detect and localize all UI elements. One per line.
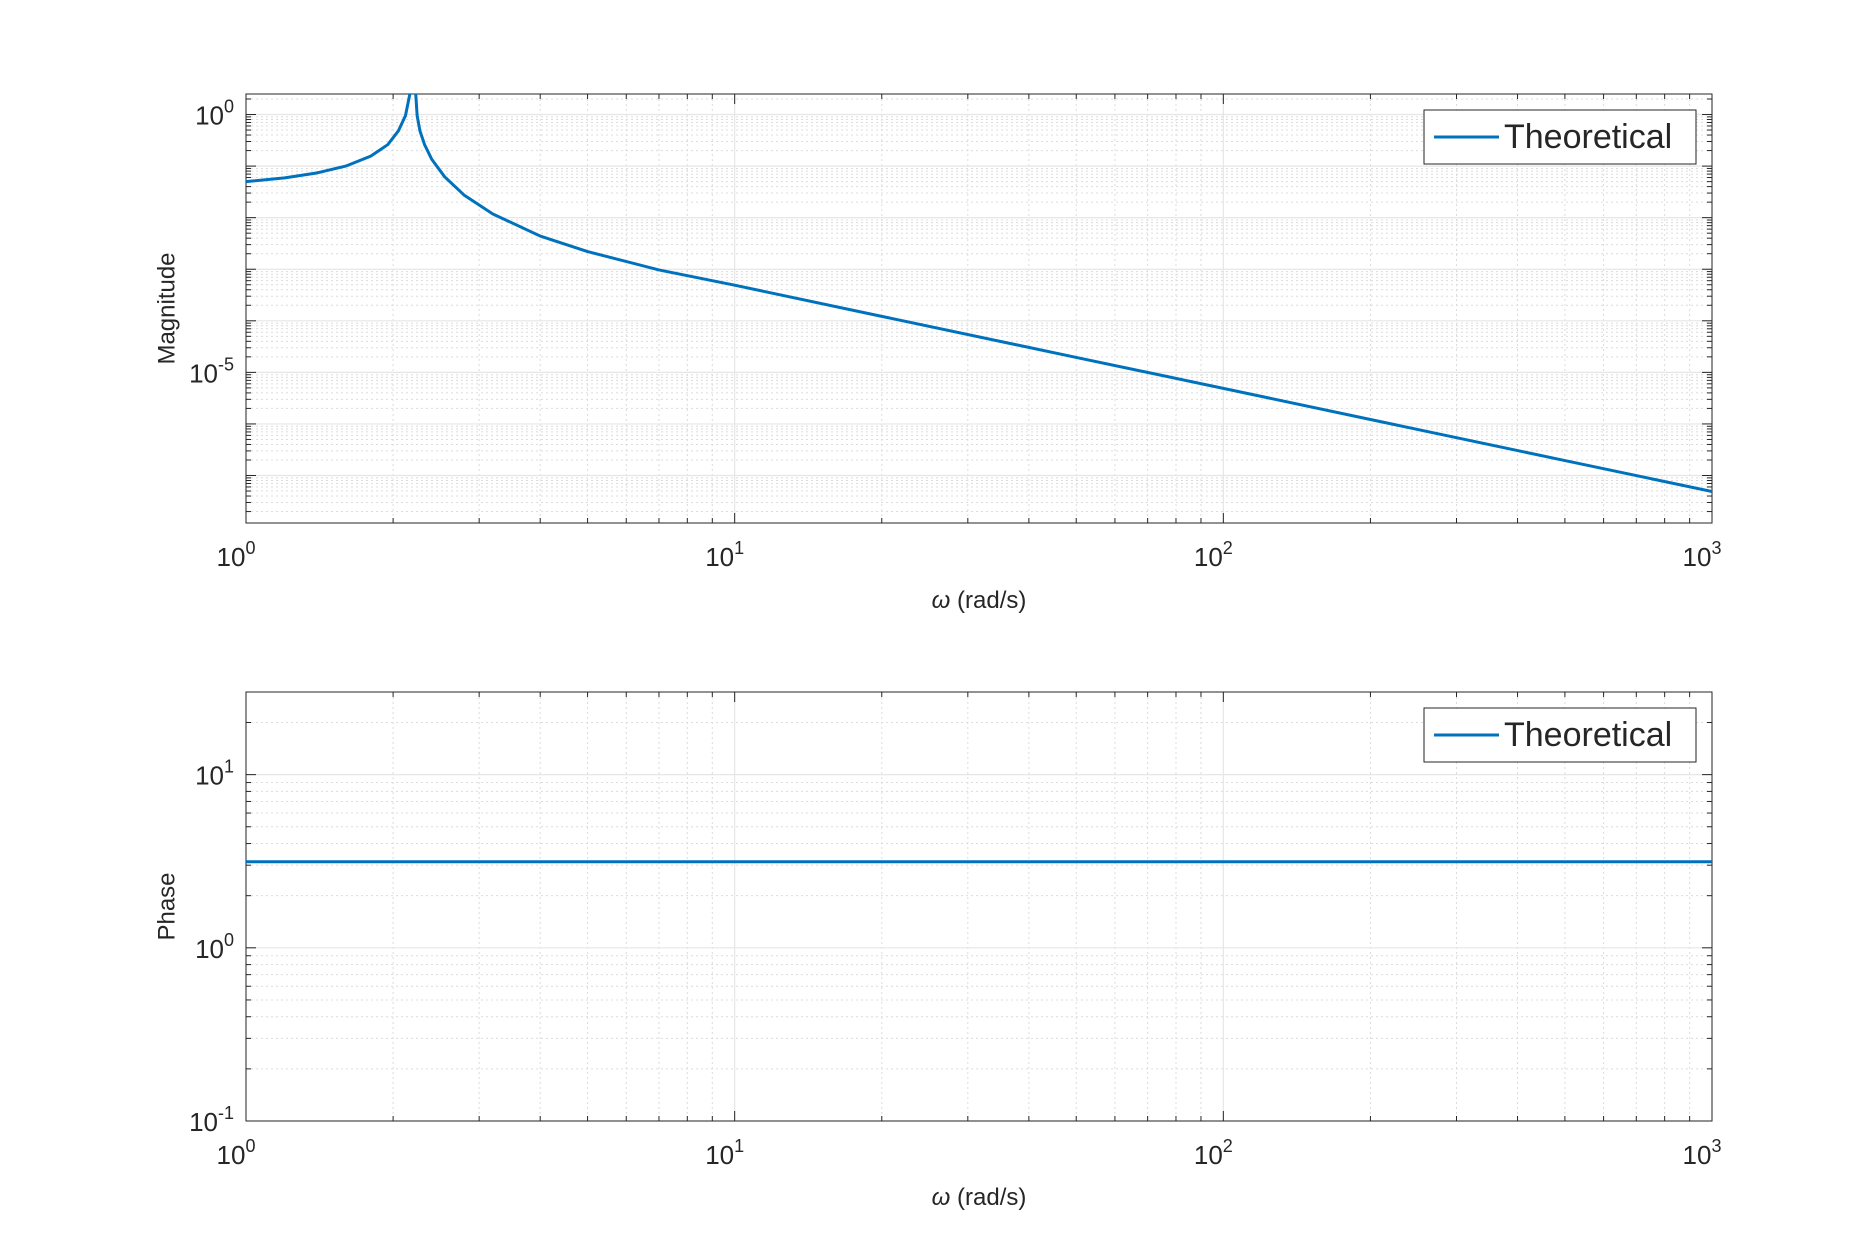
y-tick-label: 101 <box>195 757 234 791</box>
phase-legend[interactable]: Theoretical <box>1423 707 1697 763</box>
x-tick-label: 102 <box>1194 538 1233 572</box>
x-tick-label: 103 <box>1683 1136 1722 1170</box>
x-tick-label: 103 <box>1683 538 1722 572</box>
y-tick-label: 100 <box>195 930 234 964</box>
magnitude-plot-box <box>245 93 1713 524</box>
magnitude-ticks <box>245 94 1712 523</box>
phase-ticks <box>245 691 1712 1122</box>
magnitude-series <box>246 94 1712 493</box>
legend-label: Theoretical <box>1504 118 1672 156</box>
x-tick-label: 100 <box>217 1136 256 1170</box>
magnitude-x-axis-label: ω (rad/s) <box>932 587 1027 614</box>
magnitude-y-tick-labels: 100 10-5 <box>189 97 234 389</box>
x-tick-label: 101 <box>705 538 744 572</box>
magnitude-series-line <box>246 94 1712 493</box>
x-tick-label: 101 <box>705 1136 744 1170</box>
phase-y-tick-labels: 101 100 10-1 <box>189 757 234 1137</box>
magnitude-y-axis-label: Magnitude <box>153 252 180 364</box>
phase-plot-box <box>245 691 1713 1122</box>
phase-x-axis-label: ω (rad/s) <box>932 1184 1027 1211</box>
magnitude-x-tick-labels: 100 101 102 103 <box>217 538 1722 572</box>
y-tick-label: 10-5 <box>189 354 234 388</box>
magnitude-legend[interactable]: Theoretical <box>1423 109 1697 165</box>
y-tick-label: 10-1 <box>189 1103 234 1137</box>
x-tick-label: 100 <box>217 538 256 572</box>
y-tick-label: 100 <box>195 97 234 131</box>
phase-minor-grid <box>246 691 1712 1121</box>
phase-x-tick-labels: 100 101 102 103 <box>217 1136 1722 1170</box>
magnitude-axes: 100 101 102 103 100 10-5 ω (rad/s) Magnitude… <box>153 93 1722 614</box>
phase-y-axis-label: Phase <box>153 872 180 940</box>
legend-label: Theoretical <box>1504 716 1672 754</box>
x-tick-label: 102 <box>1194 1136 1233 1170</box>
